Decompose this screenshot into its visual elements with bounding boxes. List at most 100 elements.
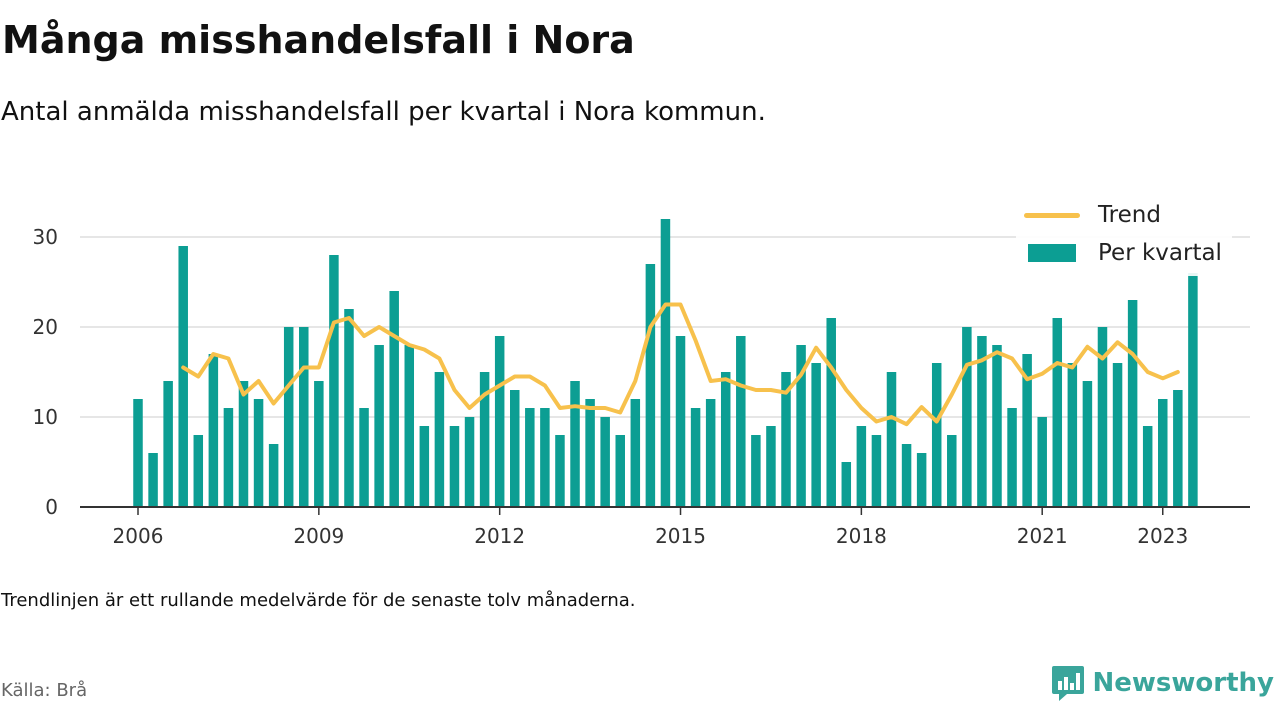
bar	[751, 435, 761, 507]
bar	[510, 390, 520, 507]
bar	[675, 336, 686, 507]
bar	[1037, 417, 1047, 507]
bar	[901, 444, 912, 507]
bar	[494, 336, 505, 507]
x-tick-label: 2006	[113, 524, 164, 548]
bar	[1007, 408, 1017, 507]
bar	[359, 408, 369, 507]
bar	[238, 381, 249, 507]
bar-series	[133, 219, 1198, 507]
y-tick-label: 20	[33, 315, 58, 339]
bar	[374, 345, 384, 507]
bar	[1112, 363, 1123, 507]
bar	[705, 399, 716, 507]
bar	[389, 291, 399, 507]
legend: Trend Per kvartal	[1016, 192, 1232, 276]
bar	[781, 372, 791, 507]
bar	[208, 354, 219, 507]
axes: 0 10 20 30 2006 2009 2012 2015 2018 2021 2023	[33, 225, 1250, 548]
bar	[1173, 390, 1183, 507]
x-tick-label: 2021	[1017, 524, 1068, 548]
bar	[690, 408, 701, 507]
bar	[992, 345, 1002, 507]
bar	[344, 309, 354, 507]
bar	[133, 399, 143, 507]
bar	[299, 327, 309, 507]
bar	[555, 435, 565, 507]
bar	[931, 363, 942, 507]
bar	[449, 426, 460, 507]
legend-swatch-trend	[1024, 212, 1080, 218]
bar	[163, 381, 173, 507]
chart-note: Trendlinjen är ett rullande medelvärde f…	[1, 590, 636, 611]
bar	[1142, 426, 1153, 507]
trend-series	[181, 302, 1180, 427]
x-tick-label: 2012	[474, 524, 525, 548]
bar	[268, 444, 279, 507]
bar	[645, 264, 656, 507]
chart-subtitle: Antal anmälda misshandelsfall per kvarta…	[1, 97, 766, 127]
legend-label-bars: Per kvartal	[1098, 240, 1222, 266]
x-tick-label: 2018	[836, 524, 887, 548]
bar	[525, 408, 535, 507]
bar	[283, 327, 294, 507]
bar	[766, 426, 776, 507]
bar	[615, 435, 625, 507]
bar	[1127, 300, 1138, 507]
bar	[977, 336, 987, 507]
bar	[193, 435, 204, 507]
bar	[1097, 327, 1108, 507]
trend-line	[181, 302, 1180, 427]
bar	[540, 408, 550, 507]
bar	[947, 435, 957, 507]
brand-logo: Newsworthy	[1051, 664, 1274, 702]
bar	[630, 399, 641, 507]
bar	[1188, 273, 1198, 507]
bar	[404, 345, 415, 507]
brand-name: Newsworthy	[1092, 668, 1274, 698]
chart-area: 0 10 20 30 2006 2009 2012 2015 2018 2021 2023	[33, 219, 1250, 548]
bar	[1067, 363, 1078, 507]
newsworthy-chart-icon	[1051, 666, 1084, 701]
bar	[962, 327, 972, 507]
bar	[464, 417, 475, 507]
bar	[329, 255, 339, 507]
y-tick-label: 10	[33, 405, 58, 429]
bar	[148, 453, 158, 507]
legend-swatch-bars	[1028, 244, 1076, 262]
bar	[1158, 399, 1168, 507]
bar	[826, 318, 836, 507]
bar	[1052, 318, 1063, 507]
source-label: Källa: Brå	[1, 680, 88, 701]
bar	[600, 417, 610, 507]
bar	[916, 453, 927, 507]
bar	[178, 246, 188, 507]
bar	[1022, 354, 1032, 507]
bar	[660, 219, 671, 507]
bar	[856, 426, 867, 507]
bar	[253, 399, 264, 507]
bar	[1082, 381, 1093, 507]
bar	[570, 381, 580, 507]
bar	[720, 372, 731, 507]
bar	[419, 426, 430, 507]
chart-title: Många misshandelsfall i Nora	[2, 18, 635, 62]
bar	[736, 336, 746, 507]
x-tick-label: 2015	[655, 524, 706, 548]
x-tick-label: 2009	[293, 524, 344, 548]
bar	[585, 399, 595, 507]
bar	[886, 372, 897, 507]
bar	[434, 372, 445, 507]
bar	[314, 381, 324, 507]
legend-item-bars: Per kvartal	[1024, 234, 1222, 272]
y-tick-label: 30	[33, 225, 58, 249]
y-tick-label: 0	[45, 495, 58, 519]
bar	[811, 363, 821, 507]
bar	[871, 435, 882, 507]
bar	[223, 408, 234, 507]
bar	[841, 462, 852, 507]
bar	[479, 372, 490, 507]
legend-item-trend: Trend	[1024, 196, 1222, 234]
x-tick-label: 2023	[1137, 524, 1188, 548]
bar	[796, 345, 806, 507]
